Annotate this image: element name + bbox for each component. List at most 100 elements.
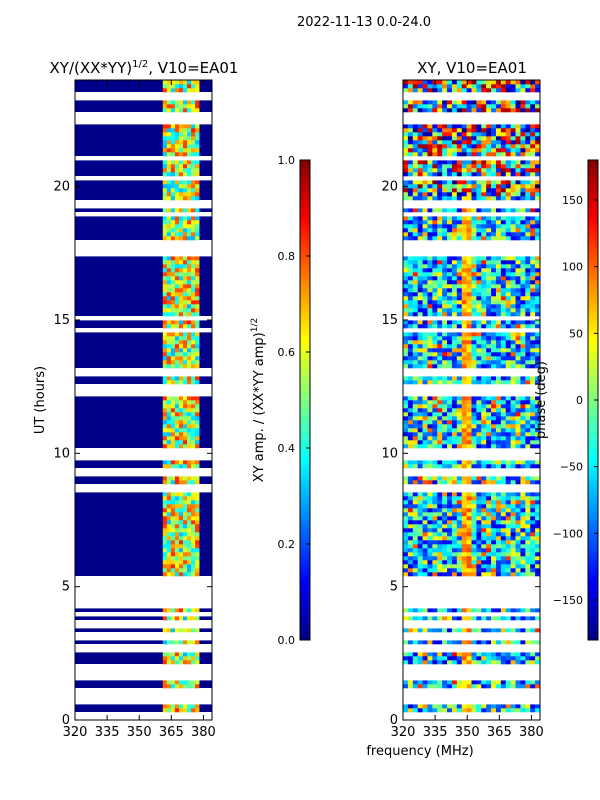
- right-heatmap-cell: [495, 288, 502, 293]
- right-heatmap-cell: [461, 288, 467, 293]
- right-heatmap-cell: [510, 260, 516, 265]
- right-heatmap-cell: [432, 508, 438, 513]
- right-heatmap-cell: [515, 236, 521, 241]
- right-ytick-label: 0: [390, 713, 398, 728]
- right-heatmap-cell: [427, 192, 433, 197]
- right-heatmap-cell: [466, 436, 472, 441]
- right-heatmap-cell: [407, 104, 414, 109]
- left-heatmap-cell: [182, 420, 188, 425]
- right-heatmap-cell: [442, 100, 448, 105]
- right-heatmap-cell: [535, 80, 540, 85]
- left-heatmap-cell: [166, 380, 172, 385]
- right-heatmap-cell: [491, 148, 497, 153]
- left-heatmap-cell: [187, 536, 192, 541]
- right-heatmap-cell: [520, 108, 526, 113]
- left-heatmap-cell: [174, 356, 180, 361]
- right-heatmap-cell: [520, 144, 526, 149]
- right-heatmap-cell: [481, 260, 487, 265]
- right-heatmap-cell: [461, 656, 467, 661]
- right-heatmap-cell: [525, 492, 531, 497]
- right-heatmap-cell: [491, 332, 497, 337]
- left-heatmap-cell: [195, 108, 200, 113]
- right-heatmap-cell: [447, 444, 453, 449]
- right-heatmap-cell: [427, 104, 433, 109]
- left-heatmap-cell: [166, 264, 172, 269]
- left-heatmap-cell: [174, 660, 180, 665]
- left-heatmap-cell: [166, 660, 172, 665]
- right-heatmap-cell: [520, 416, 526, 421]
- right-heatmap-cell: [495, 284, 502, 289]
- right-heatmap-cell: [515, 416, 521, 421]
- right-heatmap-cell: [466, 332, 472, 337]
- left-heatmap-cell: [174, 84, 180, 89]
- right-heatmap-cell: [520, 124, 526, 129]
- right-colorbar-tick-label: −50: [560, 461, 583, 474]
- right-heatmap-cell: [461, 220, 467, 225]
- right-heatmap-cell: [422, 564, 428, 569]
- right-heatmap-cell: [476, 196, 482, 201]
- right-heatmap-cell: [500, 296, 507, 301]
- left-heatmap-cell: [182, 348, 188, 353]
- right-heatmap-cell: [491, 524, 497, 529]
- right-heatmap-cell: [437, 404, 443, 409]
- right-heatmap-cell: [412, 236, 418, 241]
- right-heatmap-cell: [437, 108, 443, 113]
- right-heatmap-cell: [476, 500, 482, 505]
- right-heatmap-cell: [456, 420, 463, 425]
- right-heatmap-cell: [447, 496, 453, 501]
- right-heatmap-cell: [520, 132, 526, 137]
- right-heatmap-cell: [500, 424, 507, 429]
- right-heatmap-cell: [481, 424, 487, 429]
- left-heatmap-cell: [162, 336, 168, 341]
- right-heatmap-cell: [535, 432, 540, 437]
- left-heatmap-cell: [187, 428, 192, 433]
- right-heatmap-cell: [412, 208, 418, 213]
- right-heatmap-cell: [407, 572, 414, 577]
- right-heatmap-cell: [505, 396, 511, 401]
- right-heatmap-cell: [486, 140, 492, 145]
- right-heatmap-cell: [520, 232, 526, 237]
- right-heatmap-cell: [500, 432, 507, 437]
- right-heatmap-cell: [510, 420, 516, 425]
- right-heatmap-cell: [461, 272, 467, 277]
- left-heatmap-cell: [195, 528, 200, 533]
- right-heatmap-cell: [447, 416, 453, 421]
- right-heatmap-cell: [481, 132, 487, 137]
- right-heatmap-cell: [486, 232, 492, 237]
- right-heatmap-cell: [437, 480, 443, 485]
- left-heatmap-cell: [187, 564, 192, 569]
- right-heatmap-cell: [491, 336, 497, 341]
- right-heatmap-cell: [412, 132, 418, 137]
- right-heatmap-cell: [530, 216, 536, 221]
- right-heatmap-cell: [427, 168, 433, 173]
- left-heatmap-cell: [182, 148, 188, 153]
- right-heatmap-cell: [422, 144, 428, 149]
- left-heatmap-cell: [170, 476, 176, 481]
- right-heatmap-cell: [432, 188, 438, 193]
- left-heatmap-cell: [191, 172, 196, 177]
- right-heatmap-cell: [520, 336, 526, 341]
- right-heatmap: [403, 80, 540, 720]
- right-heatmap-cell: [417, 344, 423, 349]
- right-heatmap-cell: [476, 268, 482, 273]
- right-heatmap-cell: [427, 136, 433, 141]
- left-heatmap-cell: [195, 708, 200, 713]
- right-heatmap-cell: [466, 256, 472, 261]
- right-heatmap-cell: [407, 216, 414, 221]
- right-heatmap-cell: [500, 280, 507, 285]
- right-heatmap-cell: [486, 432, 492, 437]
- right-heatmap-cell: [422, 308, 428, 313]
- right-heatmap-cell: [525, 168, 531, 173]
- right-heatmap-cell: [412, 228, 418, 233]
- right-heatmap-cell: [491, 496, 497, 501]
- right-heatmap-cell: [471, 436, 477, 441]
- right-heatmap-cell: [525, 172, 531, 177]
- right-heatmap-cell: [466, 424, 472, 429]
- left-heatmap-cell: [191, 536, 196, 541]
- right-heatmap-cell: [535, 416, 540, 421]
- right-heatmap-cell: [451, 260, 458, 265]
- right-heatmap-cell: [447, 480, 453, 485]
- right-heatmap-cell: [520, 512, 526, 517]
- right-heatmap-cell: [520, 296, 526, 301]
- right-heatmap-cell: [417, 84, 423, 89]
